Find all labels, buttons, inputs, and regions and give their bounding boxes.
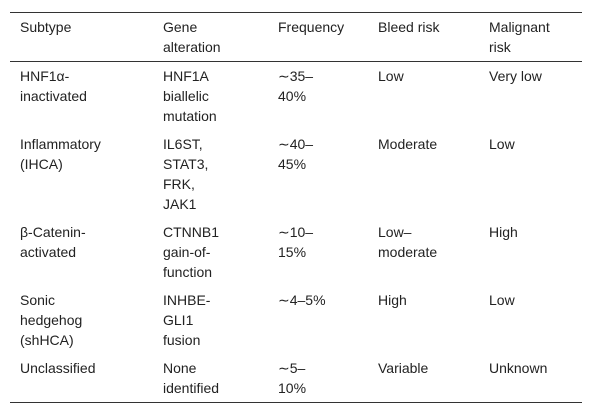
cell-text: Low–: [378, 224, 412, 240]
table-cell: Malignant risk: [479, 13, 582, 62]
table-cell: Sonic hedgehog (shHCA): [10, 286, 153, 354]
cell-text: Low: [489, 292, 515, 308]
cell-text: CTNNB1: [163, 224, 220, 240]
cell-text: INHBE-: [163, 292, 211, 308]
cell-text: Malignant: [489, 19, 550, 35]
cell-text: High: [489, 224, 518, 240]
table-cell: ∼4–5%: [268, 286, 368, 354]
data-table: Subtype Gene alteration Frequency Bleed risk…: [10, 12, 582, 403]
cell-text: HNF1α-: [20, 68, 70, 84]
cell-text: function: [163, 264, 213, 280]
table-cell: High: [368, 286, 479, 354]
table-row: Inflammatory (IHCA) IL6ST, STAT3, FRK, JAK1 ∼4…: [10, 130, 582, 218]
cell-text: GLI1: [163, 312, 194, 328]
table-row: Unclassified None identified ∼5– 10% Variable…: [10, 354, 582, 403]
cell-text: (IHCA): [20, 156, 63, 172]
table-cell: Low: [479, 130, 582, 218]
cell-text: inactivated: [20, 88, 87, 104]
cell-text: HNF1A: [163, 68, 209, 84]
cell-text: fusion: [163, 332, 201, 348]
cell-text: FRK,: [163, 176, 195, 192]
cell-text: Gene: [163, 19, 198, 35]
cell-text: Subtype: [20, 19, 72, 35]
table-cell: CTNNB1 gain-of-function: [153, 218, 268, 286]
cell-text: STAT3,: [163, 156, 209, 172]
table-header: Subtype Gene alteration Frequency Bleed risk…: [10, 12, 582, 62]
cell-text: Variable: [378, 360, 429, 376]
cell-text: 45%: [278, 156, 307, 172]
table-cell: HNF1A biallelic mutation: [153, 62, 268, 131]
table-cell: HNF1α-inactivated: [10, 62, 153, 131]
cell-text: Frequency: [278, 19, 345, 35]
table-cell: ∼10– 15%: [268, 218, 368, 286]
table-cell: Low: [368, 62, 479, 131]
cell-text: JAK1: [163, 196, 197, 212]
cell-text: Low: [378, 68, 404, 84]
cell-text: mutation: [163, 108, 217, 124]
cell-text: ∼5–: [278, 360, 306, 376]
table-cell: Gene alteration: [153, 13, 268, 62]
cell-text: Sonic: [20, 292, 56, 308]
cell-text: β-Catenin-: [20, 224, 86, 240]
cell-text: Inflammatory: [20, 136, 101, 152]
cell-text: biallelic: [163, 88, 209, 104]
cell-text: ∼10–: [278, 224, 314, 240]
cell-text: ∼35–: [278, 68, 314, 84]
table-cell: Moderate: [368, 130, 479, 218]
cell-text: Very low: [489, 68, 542, 84]
cell-text: IL6ST,: [163, 136, 203, 152]
cell-text: identified: [163, 380, 220, 396]
table-cell: Bleed risk: [368, 13, 479, 62]
table-cell: ∼35– 40%: [268, 62, 368, 131]
cell-text: activated: [20, 244, 77, 260]
cell-text: Low: [489, 136, 515, 152]
cell-text: 10%: [278, 380, 307, 396]
table-cell: β-Catenin-activated: [10, 218, 153, 286]
cell-text: risk: [489, 39, 511, 55]
cell-text: 40%: [278, 88, 307, 104]
table-cell: INHBE- GLI1 fusion: [153, 286, 268, 354]
cell-text: Unclassified: [20, 360, 96, 376]
cell-text: High: [378, 292, 407, 308]
table-row: HNF1α-inactivated HNF1A biallelic mutation ∼…: [10, 62, 582, 131]
cell-text: hedgehog: [20, 312, 83, 328]
cell-text: None: [163, 360, 197, 376]
table-cell: Frequency: [268, 13, 368, 62]
table-cell: Low: [479, 286, 582, 354]
table-row: Sonic hedgehog (shHCA) INHBE- GLI1 fusion ∼4–5…: [10, 286, 582, 354]
table-cell: Low– moderate: [368, 218, 479, 286]
header-row: Subtype Gene alteration Frequency Bleed risk…: [10, 12, 582, 62]
cell-text: 15%: [278, 244, 307, 260]
table-cell: ∼40– 45%: [268, 130, 368, 218]
table-cell: ∼5– 10%: [268, 354, 368, 403]
cell-text: ∼40–: [278, 136, 314, 152]
table-cell: Very low: [479, 62, 582, 131]
table-cell: Unknown: [479, 354, 582, 403]
table-cell: High: [479, 218, 582, 286]
cell-text: Unknown: [489, 360, 548, 376]
cell-text: (shHCA): [20, 332, 74, 348]
cell-text: ∼4–5%: [278, 292, 326, 308]
cell-text: gain-of-: [163, 244, 211, 260]
table-cell: Variable: [368, 354, 479, 403]
cell-text: Bleed risk: [378, 19, 440, 35]
table-cell: Inflammatory (IHCA): [10, 130, 153, 218]
table-body: HNF1α-inactivated HNF1A biallelic mutation ∼…: [10, 62, 582, 403]
table-row: β-Catenin-activated CTNNB1 gain-of-functio…: [10, 218, 582, 286]
table-cell: Unclassified: [10, 354, 153, 403]
cell-text: moderate: [378, 244, 438, 260]
cell-text: alteration: [163, 39, 221, 55]
table-cell: IL6ST, STAT3, FRK, JAK1: [153, 130, 268, 218]
table-cell: Subtype: [10, 13, 153, 62]
table-cell: None identified: [153, 354, 268, 403]
cell-text: Moderate: [378, 136, 438, 152]
